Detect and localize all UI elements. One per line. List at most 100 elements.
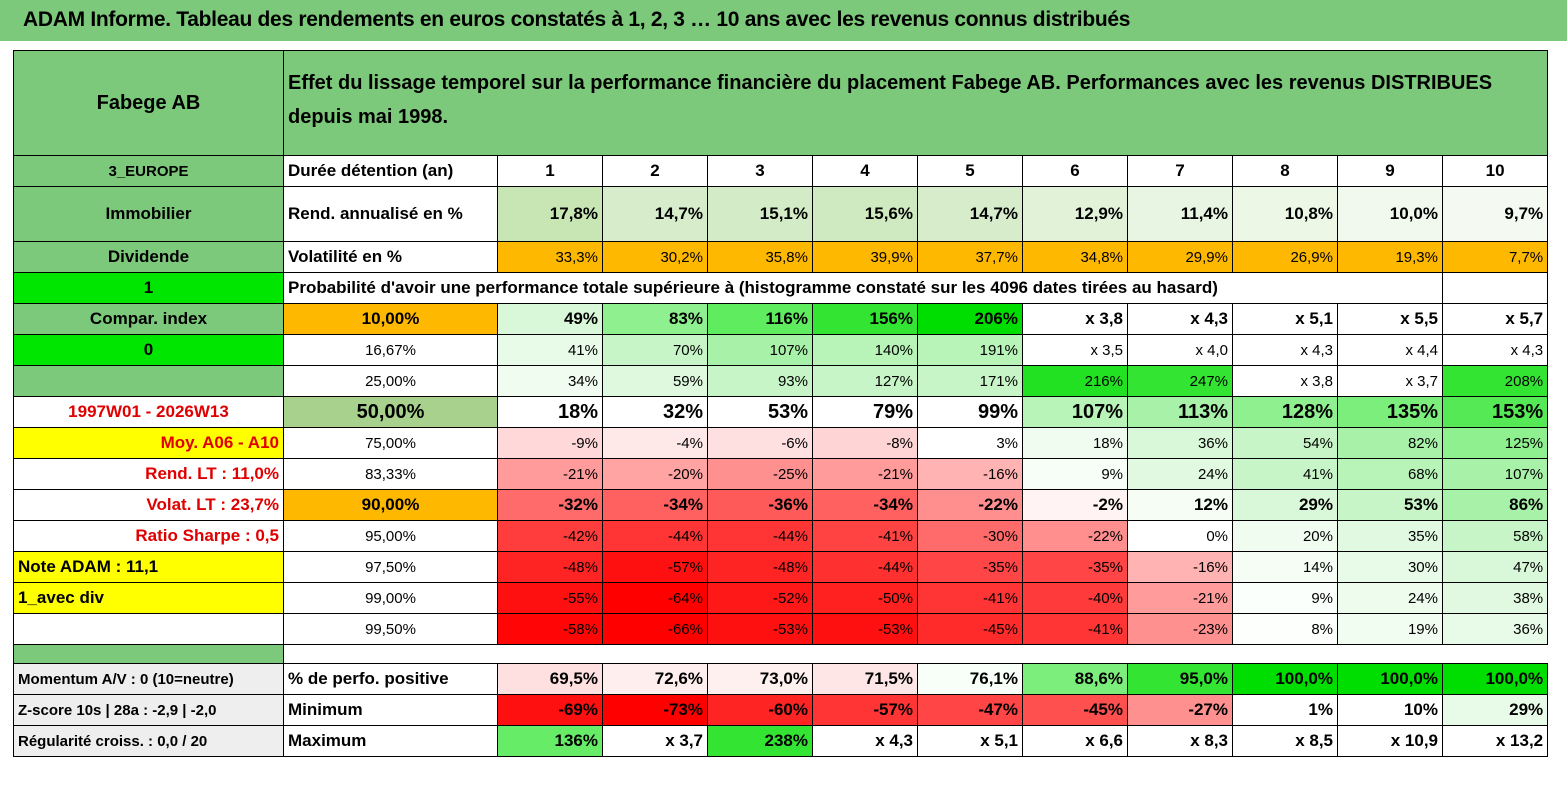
gap-cell xyxy=(13,644,284,664)
quantile-label: 25,00% xyxy=(283,365,498,397)
quantile-value-cell: -48% xyxy=(707,551,813,583)
pos-value-cell: 71,5% xyxy=(812,663,918,695)
quantile-row: Moy. A06 - A10 75,00% -9% -4% -6% -8% 3% 18% 3… xyxy=(13,427,1549,459)
quantile-value-cell: 24% xyxy=(1127,458,1233,490)
year-cell: 10 xyxy=(1441,155,1549,187)
min-value-cell: 29% xyxy=(1441,694,1549,726)
volat-cell: 39,9% xyxy=(812,241,918,273)
performance-table: Fabege AB Effet du lissage temporel sur … xyxy=(13,50,1549,757)
quantile-value-cell: -44% xyxy=(602,520,708,552)
volat-cell: 34,8% xyxy=(1022,241,1128,273)
max-value-cell: x 4,3 xyxy=(812,725,918,757)
quantile-value-cell: 216% xyxy=(1022,365,1128,397)
quantile-value-cell: 18% xyxy=(1022,427,1128,459)
quantile-row: 25,00% 34% 59% 93% 127% 171% 216% 247% x 3,8 x 3… xyxy=(13,365,1549,397)
rend-cell: 10,8% xyxy=(1232,186,1338,242)
avec-div-label: 1_avec div xyxy=(13,582,284,614)
quantile-value-cell: 3% xyxy=(917,427,1023,459)
year-cell: 9 xyxy=(1337,155,1443,187)
quantile-value-cell: -66% xyxy=(602,613,708,645)
quantile-value-cell: -9% xyxy=(497,427,603,459)
quantile-value-cell: x 3,8 xyxy=(1232,365,1338,397)
pos-value-cell: 100,0% xyxy=(1441,663,1549,695)
quantile-value-cell: -58% xyxy=(497,613,603,645)
quantile-value-cell: 107% xyxy=(707,334,813,366)
quantile-value-cell: 206% xyxy=(917,303,1023,335)
quantile-value-cell: 34% xyxy=(497,365,603,397)
quantile-value-cell: 247% xyxy=(1127,365,1233,397)
quantile-value-cell: -41% xyxy=(1022,613,1128,645)
quantile-value-cell: 36% xyxy=(1127,427,1233,459)
min-value-cell: 10% xyxy=(1337,694,1443,726)
quantile-row: Rend. LT : 11,0% 83,33% -21% -20% -25% -21%… xyxy=(13,458,1549,490)
year-cell: 6 xyxy=(1022,155,1128,187)
rend-cell: 15,6% xyxy=(812,186,918,242)
year-cell: 5 xyxy=(917,155,1023,187)
volat-cell: 33,3% xyxy=(497,241,603,273)
quantile-value-cell: -45% xyxy=(917,613,1023,645)
gap-cell xyxy=(284,645,1548,664)
years-row: 3_EUROPE Durée détention (an) 1 2 3 4 5 … xyxy=(13,155,1549,187)
quantile-label: 90,00% xyxy=(283,489,498,521)
quantile-value-cell: 19% xyxy=(1337,613,1443,645)
note-label: Note ADAM : 11,1 xyxy=(13,551,284,583)
quantile-value-cell: 171% xyxy=(917,365,1023,397)
quantile-value-cell: 113% xyxy=(1127,396,1233,428)
min-value-cell: -47% xyxy=(917,694,1023,726)
quantile-value-cell: 41% xyxy=(1232,458,1338,490)
quantile-value-cell: 29% xyxy=(1232,489,1338,521)
quantile-value-cell: 128% xyxy=(1232,396,1338,428)
empty-cell xyxy=(1441,272,1549,304)
pos-value-cell: 69,5% xyxy=(497,663,603,695)
quantile-value-cell: -53% xyxy=(812,613,918,645)
title-bar: ADAM Informe. Tableau des rendements en … xyxy=(0,0,1567,41)
quantile-value-cell: 9% xyxy=(1022,458,1128,490)
quantile-value-cell: 116% xyxy=(707,303,813,335)
quantile-value-cell: -35% xyxy=(1022,551,1128,583)
quantile-value-cell: -36% xyxy=(707,489,813,521)
report-frame: Fabege AB Effet du lissage temporel sur … xyxy=(13,50,1549,778)
year-cell: 2 xyxy=(602,155,708,187)
quantile-value-cell: 99% xyxy=(917,396,1023,428)
quantile-value-cell: -23% xyxy=(1127,613,1233,645)
quantile-row: Volat. LT : 23,7% 90,00% -32% -34% -36% -34… xyxy=(13,489,1549,521)
min-value-cell: -69% xyxy=(497,694,603,726)
quantile-value-cell: -50% xyxy=(812,582,918,614)
quantile-value-cell: -8% xyxy=(812,427,918,459)
quantile-value-cell: -6% xyxy=(707,427,813,459)
quantile-value-cell: -2% xyxy=(1022,489,1128,521)
rend-row: Immobilier Rend. annualisé en % 17,8% 14… xyxy=(13,186,1549,242)
quantile-row: 1997W01 - 2026W13 50,00% 18% 32% 53% 79% 99%… xyxy=(13,396,1549,428)
max-label: Maximum xyxy=(283,725,498,757)
quantile-value-cell: x 5,5 xyxy=(1337,303,1443,335)
quantile-value-cell: -4% xyxy=(602,427,708,459)
header-row: Fabege AB Effet du lissage temporel sur … xyxy=(13,50,1549,156)
min-value-cell: -45% xyxy=(1022,694,1128,726)
min-row: Z-score 10s | 28a : -2,9 | -2,0 Minimum … xyxy=(13,694,1549,726)
quantile-row: 99,50% -58% -66% -53% -53% -45% -41% -23% 8% 19%… xyxy=(13,613,1549,645)
report-title: ADAM Informe. Tableau des rendements en … xyxy=(23,8,1131,31)
quantile-value-cell: 8% xyxy=(1232,613,1338,645)
moy-label: Moy. A06 - A10 xyxy=(13,427,284,459)
quantile-value-cell: -22% xyxy=(1022,520,1128,552)
max-value-cell: x 5,1 xyxy=(917,725,1023,757)
quantile-value-cell: -20% xyxy=(602,458,708,490)
quantile-value-cell: -52% xyxy=(707,582,813,614)
rend-label: Rend. annualisé en % xyxy=(283,186,498,242)
quantile-value-cell: -44% xyxy=(812,551,918,583)
quantile-value-cell: x 4,0 xyxy=(1127,334,1233,366)
pos-value-cell: 73,0% xyxy=(707,663,813,695)
quantile-value-cell: 93% xyxy=(707,365,813,397)
quantile-value-cell: x 3,5 xyxy=(1022,334,1128,366)
quantile-value-cell: 32% xyxy=(602,396,708,428)
quantile-value-cell: 14% xyxy=(1232,551,1338,583)
volat-cell: 19,3% xyxy=(1337,241,1443,273)
asset-name: Fabege AB xyxy=(13,50,284,156)
quantile-value-cell: 58% xyxy=(1441,520,1549,552)
year-cell: 8 xyxy=(1232,155,1338,187)
year-cell: 4 xyxy=(812,155,918,187)
quantile-value-cell: 140% xyxy=(812,334,918,366)
quantile-value-cell: -21% xyxy=(812,458,918,490)
quantile-value-cell: -41% xyxy=(917,582,1023,614)
quantile-row: Ratio Sharpe : 0,5 95,00% -42% -44% -44% -4… xyxy=(13,520,1549,552)
